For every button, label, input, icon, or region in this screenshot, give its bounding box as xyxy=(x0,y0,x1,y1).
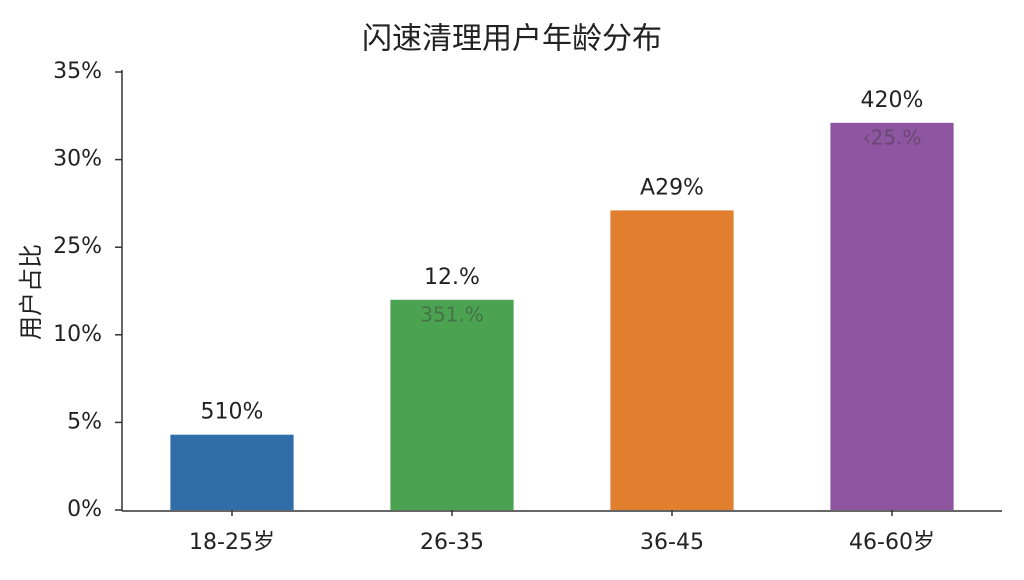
y-tick-label: 25% xyxy=(53,234,102,259)
y-tick-label: 35% xyxy=(53,59,102,84)
bar xyxy=(610,210,734,510)
data-label: 12.% xyxy=(424,265,480,290)
y-axis-label: 用户占比 xyxy=(17,244,45,340)
bar xyxy=(830,122,954,511)
bar xyxy=(390,299,514,510)
x-tick-label: 18-25岁 xyxy=(189,530,275,555)
chart-title: 闪速清理用户年龄分布 xyxy=(362,22,662,57)
inner-label: 351.% xyxy=(420,302,484,326)
x-tick-label: 26-35 xyxy=(420,530,484,555)
bar xyxy=(170,434,294,510)
y-tick-label: 0% xyxy=(67,497,102,522)
data-label: 420% xyxy=(861,88,924,113)
y-tick-label: 10% xyxy=(53,322,102,347)
x-tick-label: 46-60岁 xyxy=(849,530,935,555)
x-tick-label: 36-45 xyxy=(640,530,704,555)
data-label: 510% xyxy=(201,400,264,425)
inner-label: ‹25.% xyxy=(863,125,922,149)
y-tick-label: 5% xyxy=(67,409,102,434)
data-label: A29% xyxy=(640,175,704,200)
y-tick-label: 30% xyxy=(53,147,102,172)
